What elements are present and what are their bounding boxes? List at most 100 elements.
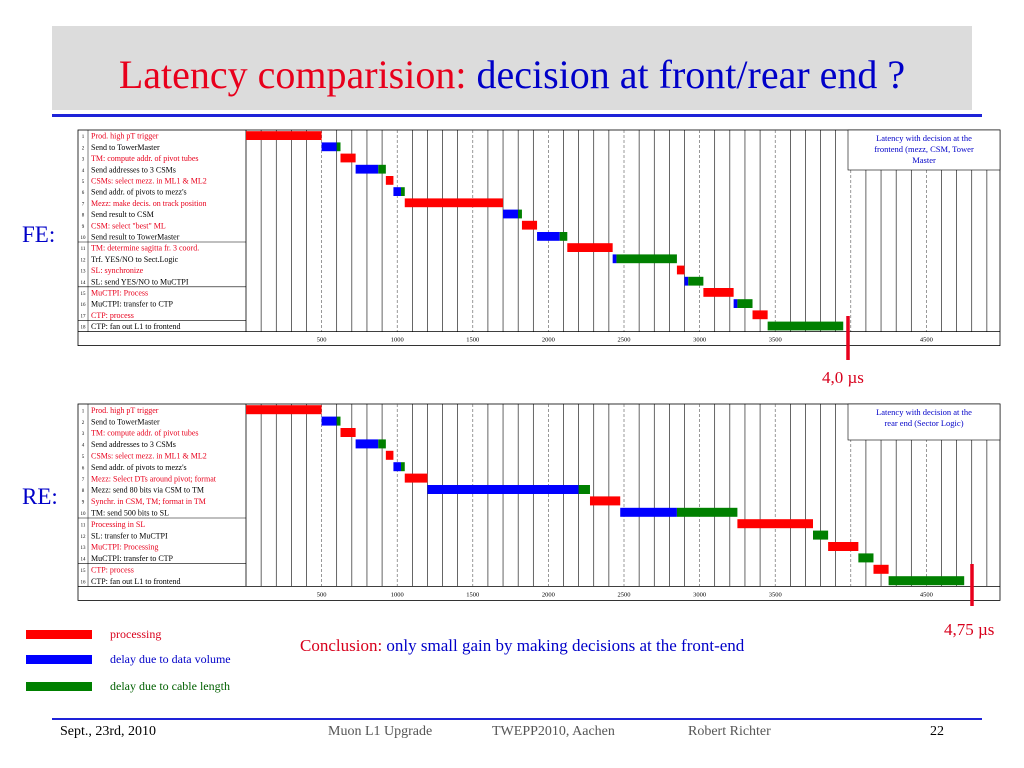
footer-author: Robert Richter bbox=[688, 724, 771, 739]
footer-page-number: 22 bbox=[930, 724, 944, 739]
fe-latency-value: 4,0 µs bbox=[822, 368, 864, 387]
re-task-bar bbox=[578, 485, 590, 494]
title-part1: Latency comparision: bbox=[118, 52, 467, 97]
fe-task-label: SL: synchronize bbox=[91, 266, 144, 275]
re-task-label: MuCTPI: Processing bbox=[91, 543, 158, 552]
re-task-label: Send to TowerMaster bbox=[91, 417, 160, 426]
fe-task-bar bbox=[393, 187, 401, 196]
conclusion-label: Conclusion: bbox=[300, 636, 383, 655]
re-task-bar bbox=[246, 405, 322, 415]
conclusion: Conclusion: only small gain by making de… bbox=[300, 636, 744, 656]
fe-task-bar bbox=[537, 232, 560, 241]
fe-task-label: Send result to CSM bbox=[91, 210, 154, 219]
fe-task-bar bbox=[688, 276, 704, 286]
re-task-bar bbox=[378, 439, 386, 449]
re-task-number: 1 bbox=[82, 409, 85, 414]
fe-task-bar bbox=[616, 254, 677, 264]
fe-task-label: CTP: fan out L1 to frontend bbox=[91, 322, 181, 331]
re-task-bar bbox=[393, 462, 401, 472]
fe-task-bar bbox=[684, 276, 689, 286]
fe-task-label: SL: send YES/NO to MuCTPI bbox=[91, 277, 189, 286]
fe-task-number: 10 bbox=[81, 236, 87, 241]
re-task-label: Synchr. in CSM, TM; format in TM bbox=[91, 497, 206, 506]
fe-x-tick-label: 1000 bbox=[391, 337, 404, 344]
re-task-label: SL: transfer to MuCTPI bbox=[91, 531, 168, 540]
fe-task-number: 12 bbox=[81, 258, 87, 263]
re-x-tick-label: 3500 bbox=[769, 591, 782, 598]
footer-date: Sept., 23rd, 2010 bbox=[60, 724, 157, 739]
fe-task-label: CTP: process bbox=[91, 311, 134, 320]
re-x-tick-label: 3000 bbox=[693, 591, 706, 598]
re-task-bar bbox=[620, 507, 677, 517]
re-task-bar bbox=[828, 542, 859, 551]
re-task-number: 6 bbox=[82, 466, 85, 471]
fe-task-number: 5 bbox=[82, 180, 85, 185]
re-legend-box bbox=[847, 403, 1001, 441]
re-task-bar bbox=[385, 450, 394, 460]
fe-legend-box-text: Master bbox=[912, 155, 936, 165]
slide-title: Latency comparision: decision at front/r… bbox=[52, 26, 972, 110]
fe-task-bar bbox=[567, 243, 613, 252]
fe-task-label: TM: compute addr. of pivot tubes bbox=[91, 154, 199, 163]
re-x-tick-label: 2500 bbox=[618, 591, 631, 598]
fe-task-bar bbox=[321, 142, 337, 152]
re-latency-value: 4,75 µs bbox=[944, 620, 995, 639]
fe-task-bar bbox=[340, 153, 356, 163]
re-task-bar bbox=[676, 507, 738, 517]
footer-topic: Muon L1 Upgrade bbox=[328, 724, 433, 739]
re-x-tick-label: 500 bbox=[317, 591, 327, 598]
fe-legend-box-text: frontend (mezz, CSM, Tower bbox=[874, 144, 974, 154]
legend-label-data-volume: delay due to data volume bbox=[110, 652, 231, 666]
re-task-label: CTP: process bbox=[91, 566, 134, 575]
title-box: Latency comparision: decision at front/r… bbox=[52, 26, 972, 110]
fe-x-tick-label: 2500 bbox=[618, 337, 631, 344]
re-task-label: Mezz: Select DTs around pivot; format bbox=[91, 474, 217, 483]
fe-x-tick-label: 500 bbox=[317, 337, 327, 344]
fe-task-bar bbox=[767, 321, 844, 331]
fe-task-bar bbox=[521, 220, 538, 230]
fe-task-label: MuCTPI: Process bbox=[91, 289, 148, 298]
fe-task-number: 14 bbox=[81, 281, 87, 286]
fe-task-bar bbox=[518, 209, 522, 219]
re-task-number: 8 bbox=[82, 489, 85, 494]
fe-task-bar bbox=[733, 299, 738, 308]
re-task-bar bbox=[589, 496, 621, 506]
re-frame bbox=[77, 403, 1001, 601]
re-task-bar bbox=[321, 416, 337, 426]
re-x-tick-label: 2000 bbox=[542, 591, 555, 598]
re-task-label: CTP: fan out L1 to frontend bbox=[91, 577, 181, 586]
fe-task-bar bbox=[378, 164, 386, 174]
fe-task-label: Prod. high pT trigger bbox=[91, 132, 159, 141]
re-task-bar bbox=[404, 473, 428, 483]
fe-task-number: 16 bbox=[81, 303, 87, 308]
legend-label-cable: delay due to cable length bbox=[110, 679, 230, 693]
re-task-label: CSMs: select mezz. in ML1 & ML2 bbox=[91, 452, 207, 461]
re-task-bar bbox=[355, 439, 379, 449]
re-x-tick-label: 1500 bbox=[466, 591, 479, 598]
fe-task-bar bbox=[676, 265, 685, 275]
fe-x-tick-label: 4500 bbox=[920, 337, 933, 344]
re-task-label: MuCTPI: transfer to CTP bbox=[91, 554, 174, 563]
fe-task-bar bbox=[752, 310, 768, 320]
fe-task-number: 15 bbox=[81, 292, 87, 297]
re-task-label: Send addr. of pivots to mezz's bbox=[91, 463, 187, 472]
re-task-number: 9 bbox=[82, 501, 85, 506]
re-task-number: 2 bbox=[82, 421, 85, 426]
fe-legend-box-text: Latency with decision at the bbox=[876, 133, 972, 143]
re-task-number: 5 bbox=[82, 455, 85, 460]
fe-task-label: Send to TowerMaster bbox=[91, 143, 160, 152]
conclusion-text: only small gain by making decisions at t… bbox=[386, 636, 745, 655]
fe-x-tick-label: 3000 bbox=[693, 337, 706, 344]
re-task-number: 16 bbox=[81, 580, 87, 585]
re-task-number: 11 bbox=[81, 523, 86, 528]
fe-task-label: CSMs: select mezz. in ML1 & ML2 bbox=[91, 177, 207, 186]
re-task-bar bbox=[873, 564, 889, 574]
fe-task-number: 9 bbox=[82, 225, 85, 230]
fe-x-tick-label: 1500 bbox=[466, 337, 479, 344]
fe-task-number: 13 bbox=[81, 270, 87, 275]
fe-task-label: Send addresses to 3 CSMs bbox=[91, 165, 176, 174]
re-task-number: 10 bbox=[81, 512, 87, 517]
fe-task-number: 18 bbox=[81, 326, 87, 331]
footer-rule bbox=[52, 718, 982, 720]
